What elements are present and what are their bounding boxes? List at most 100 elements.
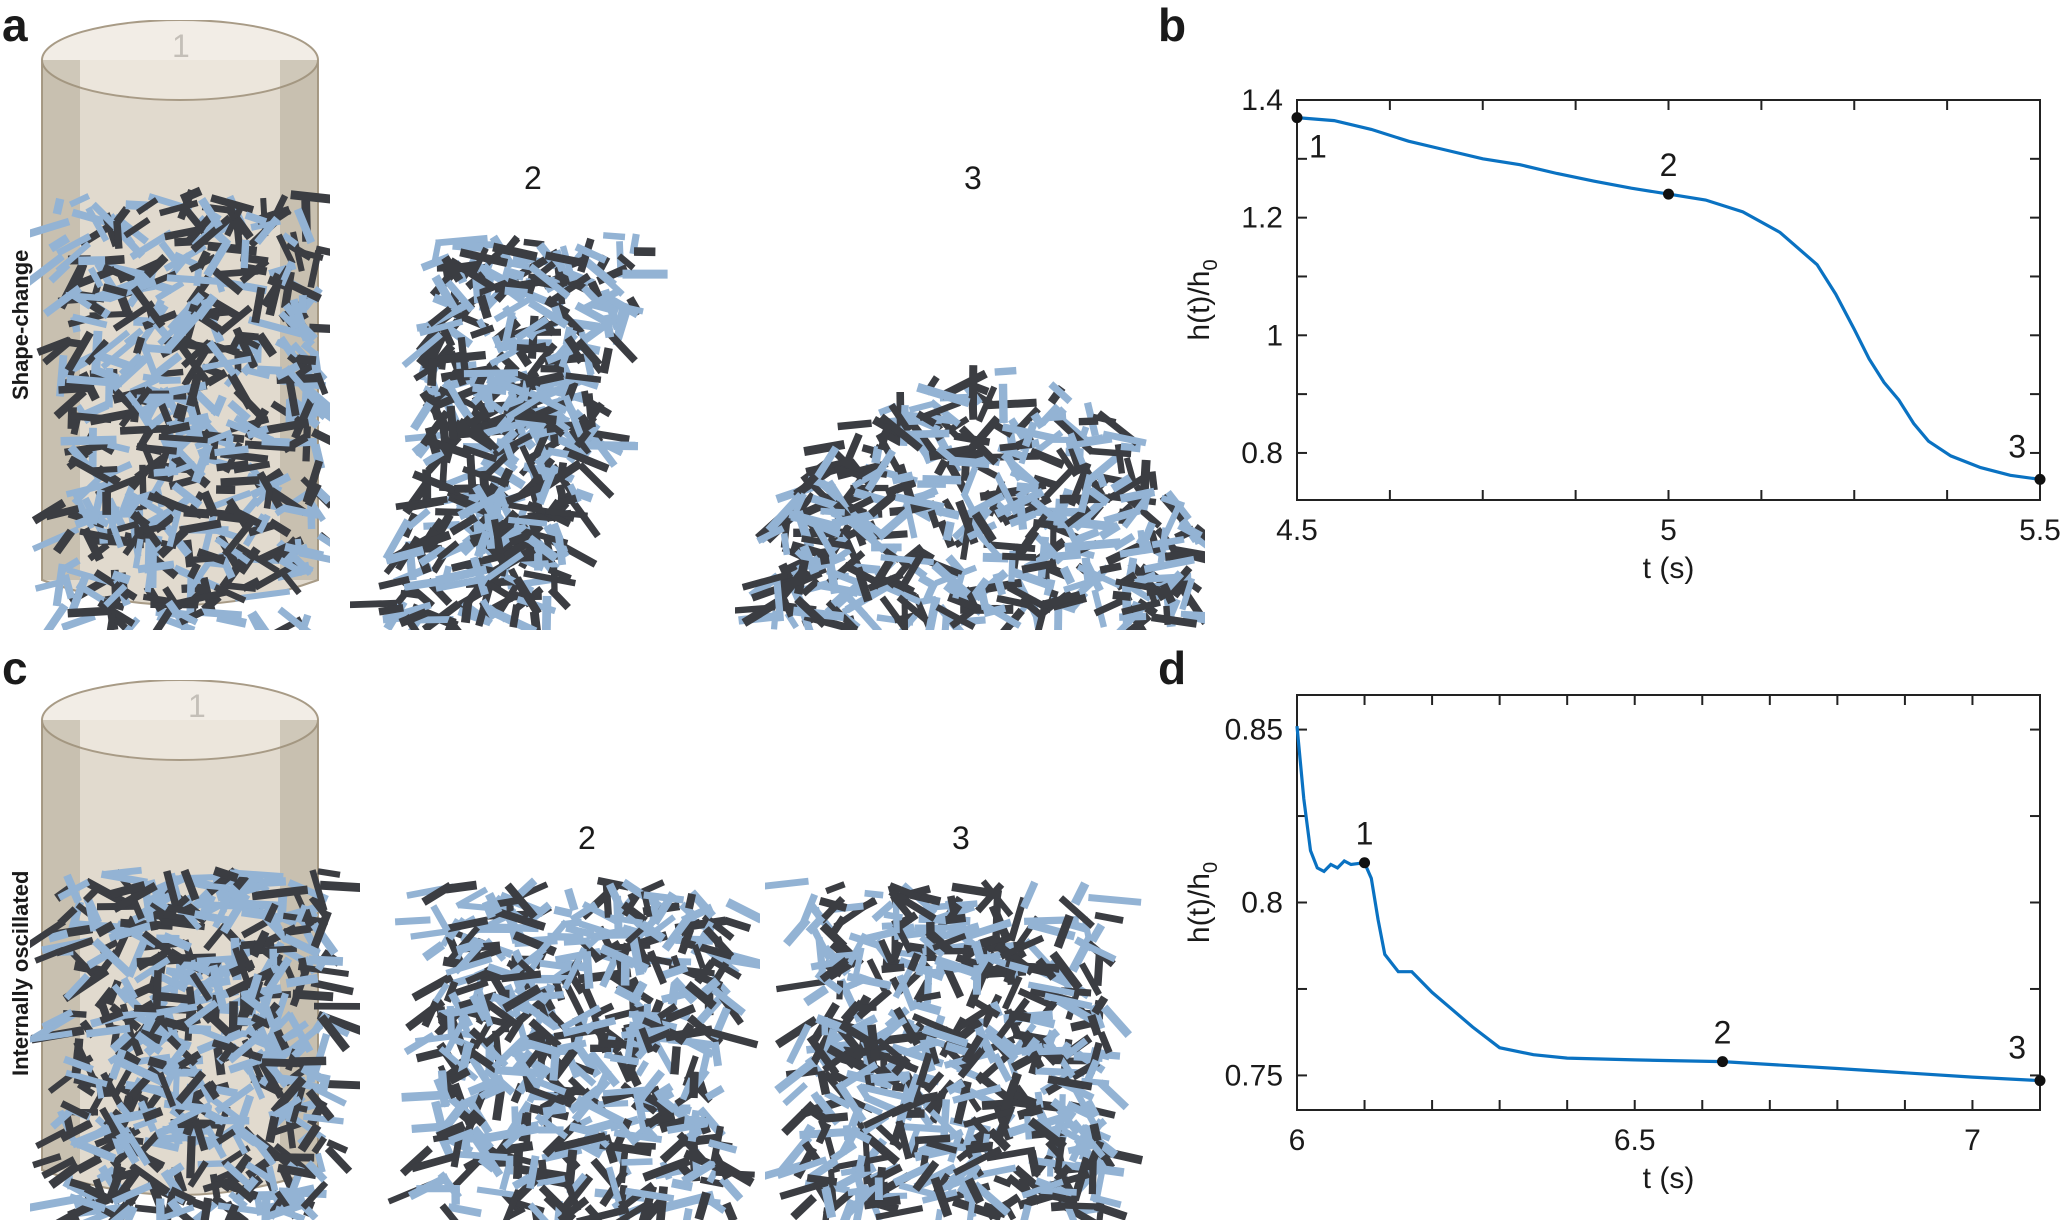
rod xyxy=(1092,413,1117,425)
rod xyxy=(1047,1075,1093,1091)
rod xyxy=(774,1058,817,1094)
rod xyxy=(53,388,87,420)
rod xyxy=(251,286,266,324)
rod xyxy=(254,215,280,245)
rod xyxy=(298,613,312,630)
rod xyxy=(557,494,578,508)
rod xyxy=(711,986,746,1017)
rod xyxy=(318,1073,331,1094)
rod xyxy=(527,1202,549,1220)
rod xyxy=(502,1188,522,1220)
rod xyxy=(236,1126,270,1154)
rod xyxy=(394,916,431,926)
rod xyxy=(175,588,230,607)
rod xyxy=(1040,465,1076,503)
rod xyxy=(1069,517,1116,532)
rod xyxy=(889,892,914,920)
rod xyxy=(1043,578,1056,597)
stage-marker-label: 3 xyxy=(2008,1030,2026,1066)
rod xyxy=(166,412,210,430)
rod xyxy=(602,884,613,918)
rod xyxy=(164,311,202,352)
rod xyxy=(1027,981,1075,997)
rod xyxy=(659,1004,696,1026)
rod xyxy=(605,1166,622,1203)
rod xyxy=(656,1186,668,1220)
rod xyxy=(915,410,937,427)
rod xyxy=(227,1034,260,1064)
x-tick-label: 4.5 xyxy=(1276,514,1318,547)
rod xyxy=(282,933,321,958)
rod xyxy=(480,598,497,621)
rod xyxy=(577,462,615,499)
rod xyxy=(132,538,144,569)
rod xyxy=(925,928,953,955)
rod xyxy=(111,1182,153,1206)
rod xyxy=(309,323,330,333)
rod-pile xyxy=(30,866,360,1220)
rod xyxy=(232,946,253,990)
rod xyxy=(180,868,200,902)
rod xyxy=(289,1056,327,1066)
rod xyxy=(71,472,106,506)
rod xyxy=(463,415,500,452)
stage-marker-label: 2 xyxy=(1714,1015,1732,1051)
rod xyxy=(111,570,131,585)
rod xyxy=(1077,473,1094,514)
rod xyxy=(31,498,67,525)
rod xyxy=(643,891,685,904)
rod xyxy=(1116,604,1146,630)
rod xyxy=(256,365,283,375)
rod xyxy=(401,331,443,369)
rod xyxy=(505,389,550,421)
rod xyxy=(952,574,965,600)
rod xyxy=(204,1009,232,1037)
rod xyxy=(994,366,1017,376)
rod xyxy=(928,399,961,427)
rod xyxy=(1032,474,1059,490)
rod xyxy=(448,1128,474,1145)
rod xyxy=(891,471,914,485)
rod xyxy=(558,329,578,369)
rod xyxy=(84,338,109,366)
rod xyxy=(722,1201,738,1220)
rod xyxy=(992,572,1006,596)
rod xyxy=(506,1100,533,1136)
rod xyxy=(123,216,151,239)
x-axis-label: t (s) xyxy=(1643,552,1695,585)
rod xyxy=(209,439,219,460)
rod xyxy=(552,1132,607,1153)
rod xyxy=(849,1127,872,1144)
rod xyxy=(474,529,492,559)
rod xyxy=(498,908,546,931)
panel-letter-c: c xyxy=(2,642,28,694)
rod xyxy=(1056,447,1079,478)
rod xyxy=(998,383,1008,424)
rod xyxy=(617,1181,655,1212)
rod xyxy=(565,372,602,383)
rod xyxy=(30,918,66,949)
rod xyxy=(576,1205,630,1220)
data-curve xyxy=(1295,725,2041,1083)
rod xyxy=(694,1191,711,1220)
rod xyxy=(460,597,473,624)
rod xyxy=(305,1160,328,1183)
rod xyxy=(492,432,533,458)
rod xyxy=(864,448,896,493)
rod xyxy=(993,1175,1013,1188)
rod xyxy=(406,507,431,531)
rod xyxy=(914,1134,951,1145)
rod xyxy=(274,338,297,355)
rod xyxy=(557,1039,587,1053)
rod xyxy=(527,1085,573,1108)
rod xyxy=(860,923,916,944)
rod xyxy=(790,492,807,519)
rod xyxy=(41,1008,74,1030)
rod xyxy=(505,481,550,505)
rod xyxy=(324,1145,353,1175)
rod xyxy=(786,1023,812,1065)
rod xyxy=(187,562,201,580)
rod xyxy=(605,329,638,364)
rod xyxy=(240,239,250,269)
rod xyxy=(152,606,175,630)
